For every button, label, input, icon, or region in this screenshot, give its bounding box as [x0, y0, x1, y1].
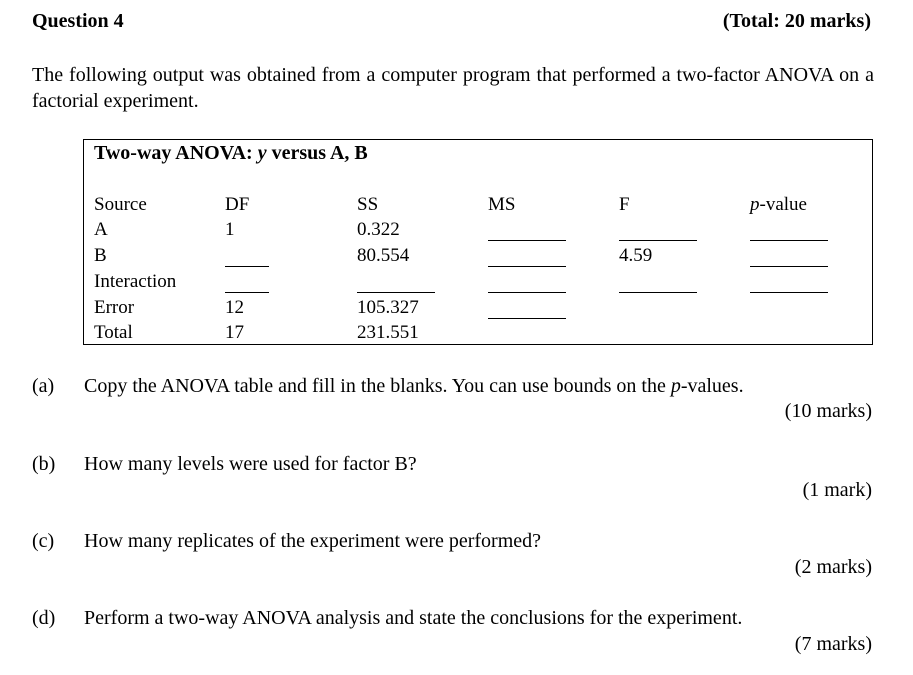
header-p-italic: p [750, 194, 760, 215]
question-a-text-italic: p [670, 375, 681, 397]
row-error-source: Error [94, 297, 135, 318]
header-p-value: p-value [750, 194, 807, 216]
row-interaction-ss-blank [357, 292, 435, 293]
row-total-ss: 231.551 [357, 322, 419, 343]
anova-output-box [83, 139, 873, 345]
question-a-text: Copy the ANOVA table and fill in the bla… [84, 375, 744, 398]
row-a-ms-blank [488, 240, 566, 241]
row-b-f: 4.59 [619, 245, 653, 266]
header-f: F [619, 194, 630, 215]
header-p-rest: -value [759, 194, 807, 215]
question-c-number: (c) [32, 530, 55, 552]
question-c-text: How many replicates of the experiment we… [84, 530, 542, 552]
row-a-df: 1 [225, 219, 235, 240]
row-error-ss: 105.327 [357, 297, 419, 318]
row-b-p-blank [750, 266, 828, 267]
anova-box-title: Two-way ANOVA: y versus A, B [94, 142, 368, 165]
question-c-marks: (2 marks) [794, 556, 872, 578]
row-b-ss: 80.554 [357, 245, 410, 266]
row-a-source: A [94, 219, 108, 240]
row-interaction-df-blank [225, 292, 269, 293]
row-interaction-source: Interaction [94, 271, 177, 292]
row-a-ss: 0.322 [357, 219, 400, 240]
question-a-text-before: Copy the ANOVA table and fill in the bla… [84, 375, 671, 397]
anova-title-prefix: Two-way ANOVA: [94, 142, 258, 164]
question-b-text: How many levels were used for factor B? [84, 453, 417, 475]
row-total-df: 17 [225, 322, 244, 343]
row-interaction-ms-blank [488, 292, 566, 293]
question-title: Question 4 [32, 10, 124, 32]
question-a-text-after: -values. [680, 375, 744, 397]
row-interaction-f-blank [619, 292, 697, 293]
row-a-p-blank [750, 240, 828, 241]
anova-title-suffix: versus A, B [266, 142, 368, 164]
question-a-number: (a) [32, 375, 55, 397]
header-ss: SS [357, 194, 379, 215]
header-df: DF [225, 194, 250, 215]
header-ms: MS [488, 194, 516, 215]
question-b-marks: (1 mark) [802, 479, 872, 501]
question-b-number: (b) [32, 453, 56, 475]
header-source: Source [94, 194, 147, 215]
row-b-source: B [94, 245, 107, 266]
row-a-f-blank [619, 240, 697, 241]
row-interaction-p-blank [750, 292, 828, 293]
question-d-marks: (7 marks) [794, 633, 872, 655]
row-total-source: Total [94, 322, 133, 343]
row-b-ms-blank [488, 266, 566, 267]
row-b-df-blank [225, 266, 269, 267]
row-error-df: 12 [225, 297, 244, 318]
question-total-marks: (Total: 20 marks) [722, 10, 871, 32]
anova-title-variable: y [257, 142, 267, 164]
question-d-text: Perform a two-way ANOVA analysis and sta… [84, 607, 743, 629]
question-a-marks: (10 marks) [784, 400, 872, 422]
intro-paragraph: The following output was obtained from a… [32, 64, 874, 112]
row-error-ms-blank [488, 318, 566, 319]
question-d-number: (d) [32, 607, 56, 629]
